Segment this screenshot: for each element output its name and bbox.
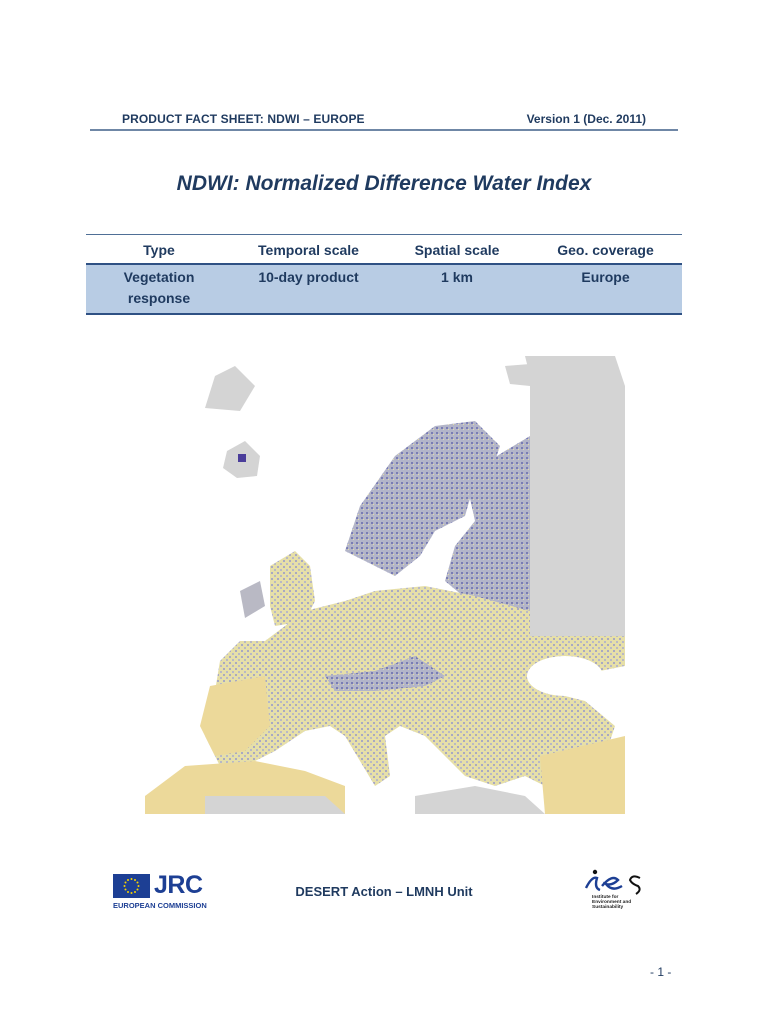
map-image <box>145 356 625 814</box>
table-header-row: Type Temporal scale Spatial scale Geo. c… <box>86 234 682 265</box>
table-cell: 1 km <box>441 269 473 285</box>
ies-subtitle-line: Sustainability <box>592 905 624 910</box>
table-cell: Europe <box>581 269 630 285</box>
header-version: Version 1 (Dec. 2011) <box>526 112 646 126</box>
page-header: PRODUCT FACT SHEET: NDWI – EUROPE Versio… <box>90 110 678 131</box>
ies-subtitle: Institute for Environment and Sustainabi… <box>592 895 631 910</box>
table-header-cell: Type <box>143 242 175 258</box>
table-row: Vegetation response 10-day product 1 km … <box>86 265 682 315</box>
jrc-logo: JRC EUROPEAN COMMISSION <box>113 871 207 912</box>
product-info-table: Type Temporal scale Spatial scale Geo. c… <box>86 234 682 315</box>
european-commission-label: EUROPEAN COMMISSION <box>113 901 207 910</box>
table-cell: 10-day product <box>258 269 359 285</box>
ies-wordmark-icon <box>584 869 641 895</box>
table-cell: Vegetation response <box>123 269 195 306</box>
ies-logo: Institute for Environment and Sustainabi… <box>582 866 652 916</box>
ies-subtitle-line: Institute for <box>592 895 619 900</box>
unit-name: DESERT Action – LMNH Unit <box>295 884 473 899</box>
page-number: - 1 - <box>650 965 672 979</box>
europe-ndwi-map <box>145 356 625 814</box>
ies-subtitle-line: Environment and <box>592 900 632 905</box>
table-header-cell: Geo. coverage <box>557 242 654 258</box>
table-header-cell: Temporal scale <box>258 242 359 258</box>
document-title: NDWI: Normalized Difference Water Index <box>176 172 592 195</box>
header-title: PRODUCT FACT SHEET: NDWI – EUROPE <box>122 112 365 126</box>
jrc-wordmark: JRC <box>154 871 203 899</box>
table-header-cell: Spatial scale <box>414 242 500 258</box>
eu-flag-icon <box>113 874 150 898</box>
